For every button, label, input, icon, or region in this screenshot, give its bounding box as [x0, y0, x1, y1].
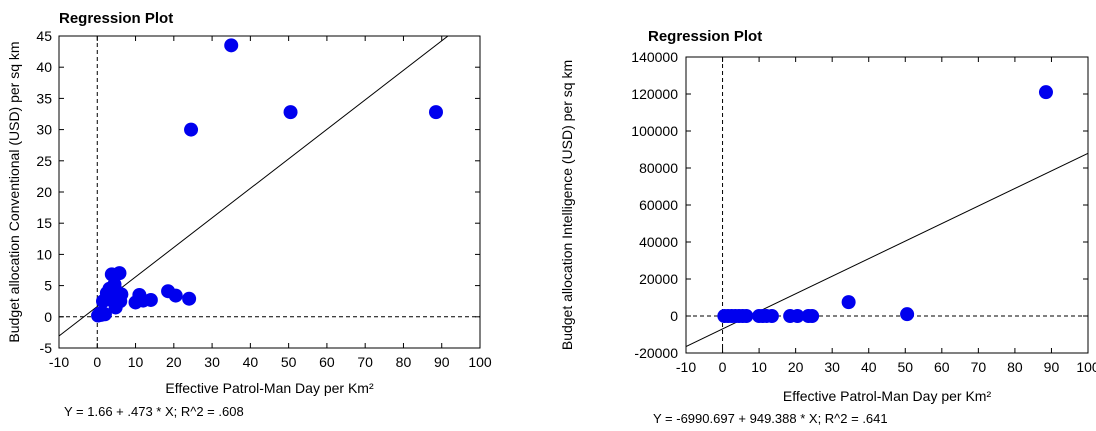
x-tick-label: 0: [93, 354, 101, 370]
chart-title: Regression Plot: [648, 28, 762, 45]
y-tick-label: 20: [36, 184, 52, 200]
x-tick-label: 40: [861, 359, 877, 375]
x-tick-label: 90: [1044, 359, 1060, 375]
y-tick-label: 30: [36, 122, 52, 138]
regression-equation: Y = 1.66 + .473 * X; R^2 = .608: [64, 404, 244, 419]
plot-frame: [685, 56, 1089, 354]
chart-title: Regression Plot: [59, 10, 173, 27]
x-tick-label: 70: [971, 359, 987, 375]
x-tick-label: 10: [128, 354, 144, 370]
y-tick-label: 40: [36, 59, 52, 75]
data-point: [841, 295, 856, 310]
y-tick-label: 60000: [639, 197, 678, 213]
data-point: [739, 309, 754, 323]
data-points: [91, 38, 443, 323]
x-tick-label: 80: [396, 354, 412, 370]
x-tick-label: 20: [788, 359, 804, 375]
x-tick-label: 100: [468, 354, 492, 370]
x-axis-label: Effective Patrol-Man Day per Km²: [165, 380, 374, 396]
data-point: [168, 288, 183, 303]
regression-line: [59, 36, 449, 337]
x-tick-label: 50: [281, 354, 297, 370]
x-axis-label: Effective Patrol-Man Day per Km²: [783, 388, 992, 404]
x-tick-label: 90: [434, 354, 450, 370]
y-tick-label: 120000: [631, 86, 678, 102]
data-point: [224, 38, 239, 53]
y-axis-ticks: -20000 0 20000 40000 60000 80000 100000 120000 1…: [631, 49, 1088, 361]
data-point: [112, 266, 127, 281]
y-axis-label: Budget allocation Conventional (USD) per…: [6, 41, 22, 342]
x-tick-label: -10: [49, 354, 69, 370]
x-tick-label: 50: [897, 359, 913, 375]
y-tick-label: -5: [40, 340, 53, 356]
data-points: [717, 85, 1053, 323]
data-point: [114, 287, 129, 302]
data-point: [900, 307, 915, 322]
y-tick-label: 100000: [631, 123, 678, 139]
y-axis-ticks: -5 0 5 10 15 20 25 30 35 40 45: [36, 28, 480, 356]
data-point: [97, 307, 112, 322]
data-point: [805, 309, 820, 323]
x-tick-label: 70: [357, 354, 373, 370]
x-tick-label: 30: [824, 359, 840, 375]
x-axis-ticks: -10 0 10 20 30 40 50 60 70 80 90 100: [676, 57, 1096, 375]
x-axis-ticks: -10 0 10 20 30 40 50 60 70 80 90 100: [49, 36, 492, 370]
y-tick-label: 15: [36, 215, 52, 231]
x-tick-label: 10: [751, 359, 767, 375]
x-tick-label: 60: [934, 359, 950, 375]
data-point: [182, 291, 197, 306]
x-tick-label: 60: [319, 354, 335, 370]
y-tick-label: 0: [44, 309, 52, 325]
x-tick-label: 0: [719, 359, 727, 375]
regression-plot-1: Regression Plot-10 0 10 20 30 40 50 60 70 80 90 100…: [6, 10, 492, 419]
y-tick-label: 40000: [639, 234, 678, 250]
y-tick-label: 140000: [631, 49, 678, 65]
x-tick-label: -10: [676, 359, 696, 375]
regression-plot-2: Regression Plot -10 0 10 20 30 40 50 60 70 80 90 100…: [559, 28, 1096, 426]
y-tick-label: 35: [36, 90, 52, 106]
data-point: [1038, 85, 1053, 100]
y-tick-label: 45: [36, 28, 52, 44]
y-tick-label: 5: [44, 278, 52, 294]
data-point: [764, 309, 779, 323]
regression-equation: Y = -6990.697 + 949.388 * X; R^2 = .641: [653, 411, 888, 426]
y-tick-label: 20000: [639, 271, 678, 287]
x-tick-label: 40: [243, 354, 259, 370]
data-point: [790, 309, 805, 323]
x-tick-label: 20: [166, 354, 182, 370]
y-tick-label: -20000: [634, 345, 678, 361]
x-tick-label: 100: [1076, 359, 1096, 375]
data-point: [283, 105, 298, 120]
x-tick-label: 30: [204, 354, 220, 370]
y-tick-label: 10: [36, 246, 52, 262]
data-point: [184, 122, 199, 137]
y-tick-label: 80000: [639, 160, 678, 176]
y-axis-label: Budget allocation Intelligence (USD) per…: [559, 60, 575, 350]
y-tick-label: 25: [36, 153, 52, 169]
y-tick-label: 0: [670, 308, 678, 324]
x-tick-label: 80: [1007, 359, 1023, 375]
data-point: [428, 105, 443, 120]
data-point: [143, 292, 158, 307]
